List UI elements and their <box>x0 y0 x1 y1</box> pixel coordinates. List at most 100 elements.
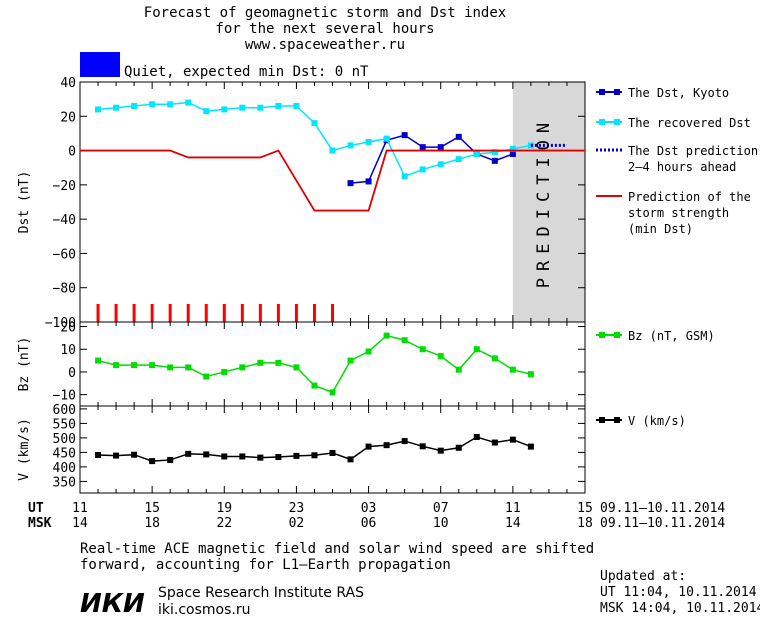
the-dst-kyoto-point <box>347 180 354 187</box>
bz-nt-gsm-point <box>167 364 174 371</box>
bz-nt-gsm-point <box>203 373 210 380</box>
y-tick-label: −60 <box>53 247 76 262</box>
v-km-s-point <box>365 443 372 450</box>
y-axis-label: V (km/s) <box>17 418 32 481</box>
the-recovered-dst-point <box>455 156 462 163</box>
ut-tick-label: 11 <box>505 501 521 516</box>
the-recovered-dst-point <box>257 104 264 111</box>
bz-nt-gsm-point <box>419 346 426 353</box>
bz-nt-gsm-point <box>221 368 228 375</box>
v-km-s-point <box>473 434 480 441</box>
bz-nt-gsm-point <box>275 359 282 366</box>
bz-nt-gsm-point <box>149 362 156 369</box>
y-tick-label: −100 <box>45 316 76 331</box>
legend-label: Bz (nT, GSM) <box>628 329 715 343</box>
legend-label: storm strength <box>628 206 729 220</box>
title-line-2: for the next several hours <box>215 21 434 37</box>
msk-date-range: 09.11–10.11.2014 <box>600 516 725 531</box>
msk-tick-label: 10 <box>433 516 449 531</box>
the-dst-kyoto-point <box>455 133 462 140</box>
v-km-s-point <box>113 452 120 459</box>
the-recovered-dst-point <box>131 103 138 109</box>
bz-nt-gsm-point <box>365 348 372 355</box>
bz-nt-gsm-point <box>473 346 480 353</box>
bz-panel: 20 10 0 −10 Bz (nT) <box>17 321 586 407</box>
msk-tick-label: 06 <box>361 516 377 531</box>
note-line-1: Real-time ACE magnetic field and solar w… <box>80 541 594 557</box>
the-recovered-dst-point <box>347 142 354 149</box>
legend-marker <box>614 89 620 95</box>
bz-nt-gsm-point <box>239 364 246 371</box>
the-recovered-dst-point <box>275 103 282 109</box>
y-axis-label: Bz (nT) <box>17 337 32 392</box>
legend-marker <box>614 332 620 338</box>
bz-nt-gsm-point <box>455 366 462 373</box>
ut-tick-label: 07 <box>433 501 449 516</box>
bz-nt-gsm-point <box>509 366 516 373</box>
v-km-s-point <box>509 436 516 443</box>
ut-date-range: 09.11–10.11.2014 <box>600 501 725 516</box>
prediction-region <box>512 406 585 493</box>
legend-label: V (km/s) <box>628 414 686 428</box>
bz-nt-gsm-point <box>293 364 300 371</box>
the-dst-kyoto-point <box>437 144 444 151</box>
updated-msk: MSK 14:04, 10.11.2014 <box>600 601 760 616</box>
v-km-s-point <box>527 443 534 450</box>
y-tick-label: 20 <box>60 321 76 336</box>
v-km-s-point <box>401 438 408 445</box>
iki-logo: ИКИ <box>80 589 145 619</box>
legend-label: The Dst prediction <box>628 144 758 158</box>
y-tick-label: 40 <box>60 76 76 91</box>
v-km-s-point <box>95 452 102 459</box>
msk-tick-label: 18 <box>577 516 593 531</box>
y-tick-label: 550 <box>53 417 76 432</box>
the-dst-kyoto-line <box>350 134 514 184</box>
msk-tick-label: 22 <box>216 516 232 531</box>
bz-nt-gsm-point <box>347 357 354 364</box>
the-recovered-dst-point <box>113 104 120 111</box>
bz-nt-gsm-point <box>95 357 102 364</box>
status-text: Quiet, expected min Dst: 0 nT <box>124 64 369 80</box>
msk-tick-label: 18 <box>144 516 160 531</box>
legend-marker <box>599 417 605 423</box>
the-recovered-dst-point <box>365 139 372 145</box>
prediction-label: PREDICTION <box>534 116 554 288</box>
the-recovered-dst-point <box>239 104 246 111</box>
y-tick-label: −20 <box>53 179 76 194</box>
bz-nt-gsm-point <box>491 355 498 362</box>
note-line-2: forward, accounting for L1–Earth propaga… <box>80 557 451 573</box>
msk-label: MSK <box>28 516 52 531</box>
the-recovered-dst-point <box>149 101 156 108</box>
bz-nt-gsm-point <box>131 362 138 369</box>
legend-label: Prediction of the <box>628 190 751 204</box>
the-recovered-dst-point <box>437 161 444 168</box>
bz-nt-gsm-point <box>383 332 390 339</box>
the-recovered-dst-point <box>473 151 480 157</box>
v-km-s-point <box>491 439 498 446</box>
title-line-1: Forecast of geomagnetic storm and Dst in… <box>144 5 506 21</box>
v-km-s-point <box>347 456 354 463</box>
bz-nt-gsm-point <box>527 371 534 378</box>
legend-marker <box>599 89 605 95</box>
ut-tick-label: 19 <box>216 501 232 516</box>
v-km-s-point <box>239 453 246 460</box>
ut-tick-label: 11 <box>72 501 88 516</box>
institute-name: Space Research Institute RAS <box>158 585 364 601</box>
bz-nt-gsm-point <box>257 359 264 366</box>
legend-marker <box>614 119 620 125</box>
bz-nt-gsm-point <box>311 382 318 389</box>
y-tick-label: 10 <box>60 343 76 358</box>
y-tick-label: 600 <box>53 403 76 418</box>
the-recovered-dst-point <box>383 135 390 142</box>
v-km-s-point <box>329 449 336 456</box>
v-km-s-point <box>419 443 426 450</box>
the-recovered-dst-point <box>221 106 228 113</box>
y-tick-label: 500 <box>53 432 76 447</box>
panel-frame <box>79 81 586 323</box>
the-recovered-dst-point <box>509 145 516 152</box>
the-recovered-dst-point <box>293 103 300 109</box>
title-line-3: www.spaceweather.ru <box>245 37 405 53</box>
the-recovered-dst-point <box>401 173 408 180</box>
